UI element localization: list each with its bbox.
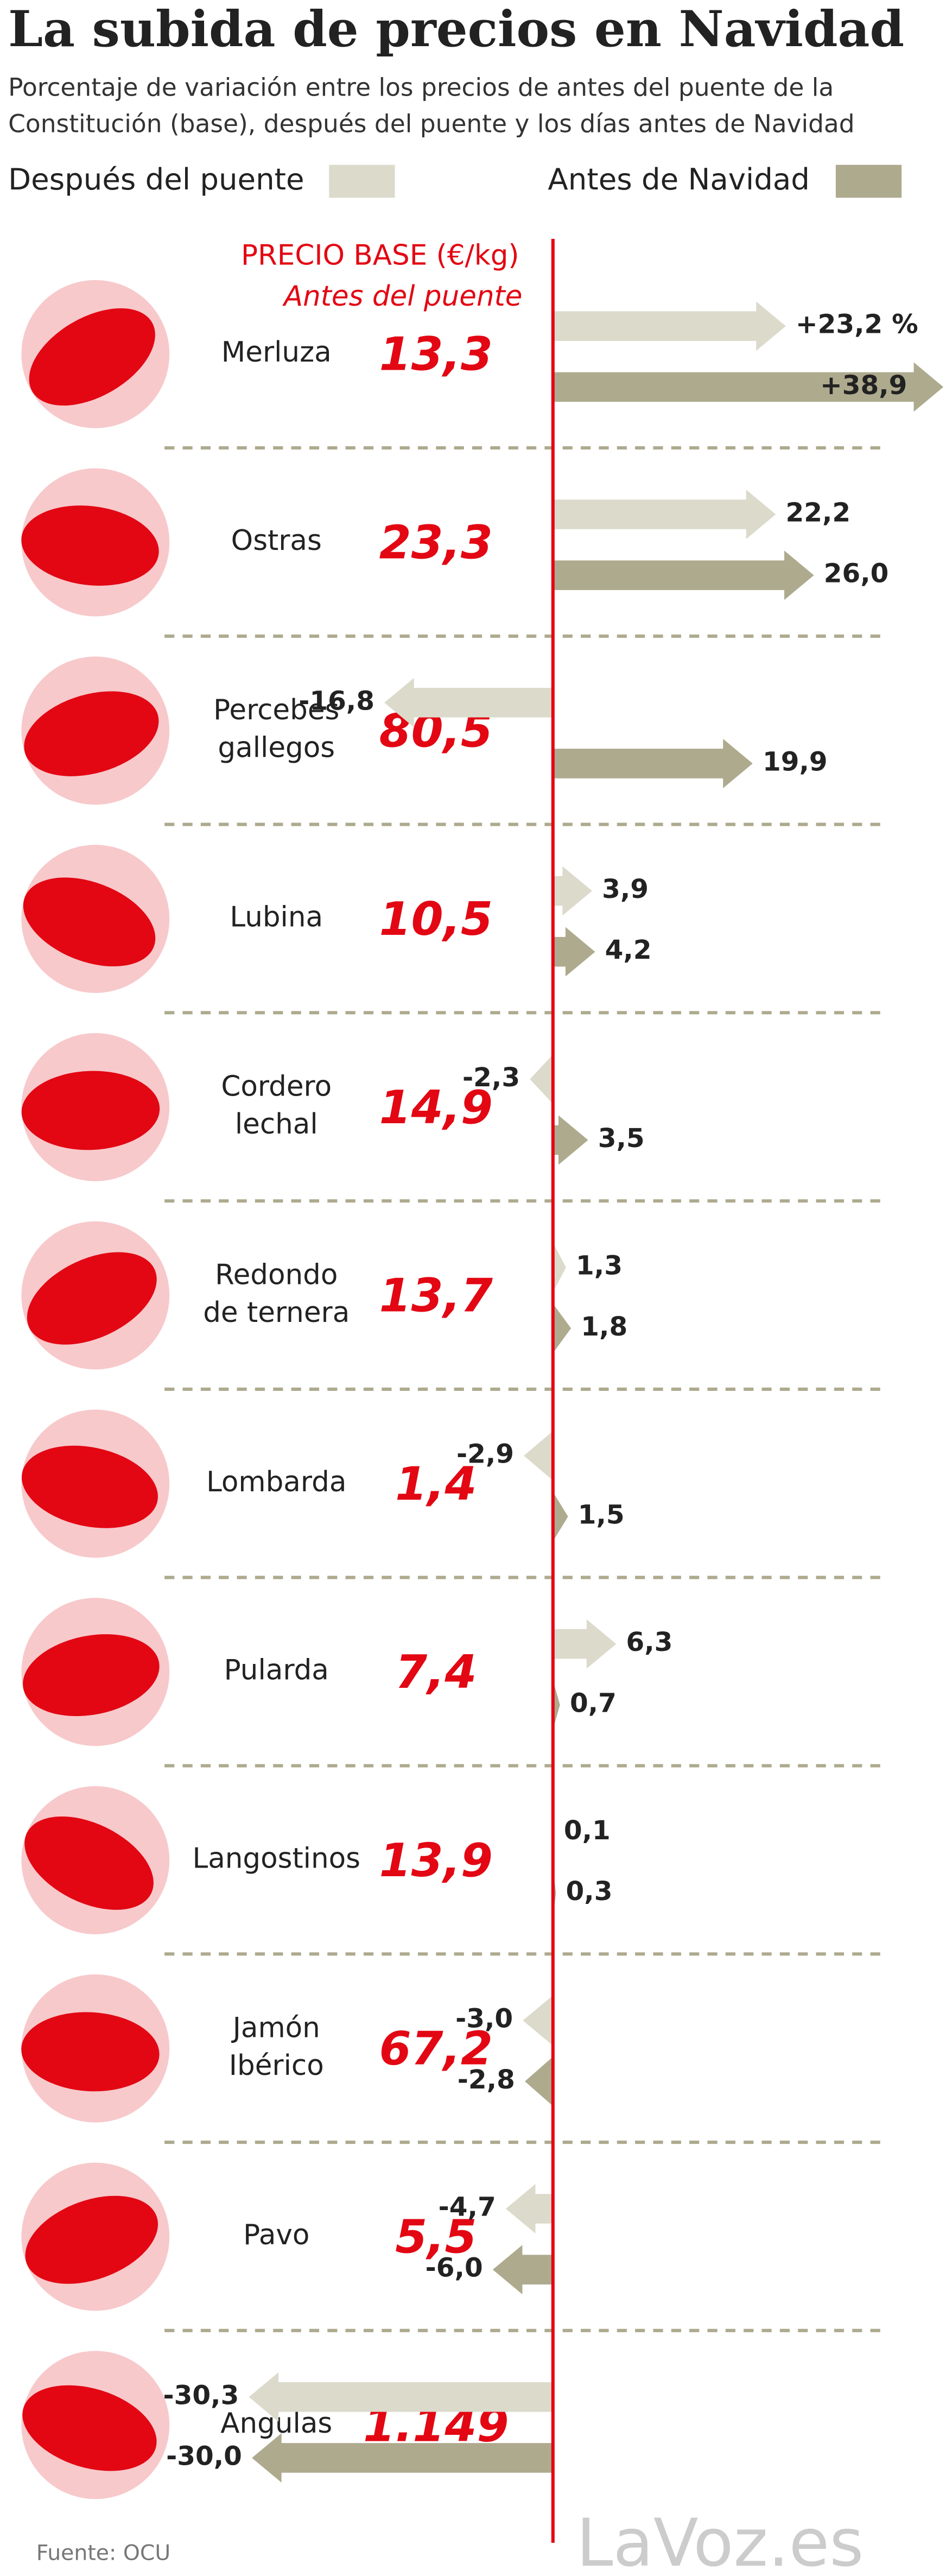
base-price: 13,3 [379,328,493,382]
legend-swatch [835,164,902,198]
arrow-bar [525,2056,553,2106]
arrow-bar [505,2184,553,2233]
value-label: 1,8 [581,1312,627,1342]
arrow-bar [553,927,595,977]
chart-title: La subida de precios en Navidad [8,1,904,58]
value-label: 3,9 [602,874,649,904]
category-label: Ibérico [229,2049,324,2082]
category-label: Lubina [230,901,323,934]
watermark: LaVoz.es [576,2504,864,2576]
value-label: -3,0 [455,2004,513,2034]
icon [23,1634,160,1717]
arrow-bar [553,362,944,412]
arrow-bar [524,1431,553,1480]
arrow-bar [530,1054,553,1104]
category-label: de ternera [203,1296,350,1329]
arrow-bar [252,2433,553,2483]
category-label: Merluza [221,336,332,369]
value-label: -30,0 [166,2441,242,2471]
icon [22,1445,158,1528]
category-label: Ostras [231,524,322,557]
base-price: 13,9 [379,1834,493,1888]
legend-label: Después del puente [8,162,304,197]
base-price: 10,5 [379,893,493,946]
arrow-bar [492,2245,553,2295]
source: Fuente: OCU [36,2541,170,2566]
icon [23,877,156,967]
icon [27,1252,157,1345]
value-label: 1,3 [576,1251,623,1281]
value-label: +23,2 % [796,309,918,340]
subtitle: Constitución (base), después del puente … [8,109,854,138]
value-label: 1,5 [578,1500,625,1530]
base-label: PRECIO BASE (€/kg) [241,239,519,271]
value-label: 4,2 [605,935,652,965]
base-sublabel: Antes del puente [282,280,523,313]
arrow-bar [553,1619,617,1669]
base-price: 14,9 [379,1081,493,1135]
icon [21,1071,160,1150]
value-label: 0,3 [566,1876,613,1907]
subtitle: Porcentaje de variación entre los precio… [8,73,834,102]
value-label: -4,7 [439,2192,496,2223]
legend-label: Antes de Navidad [548,162,809,197]
category-label: Jamón [231,2011,320,2044]
category-label: Lombarda [206,1466,346,1498]
legend-swatch [329,164,395,198]
arrow-bar [553,490,776,539]
value-label: 0,1 [564,1815,611,1846]
icon [21,505,159,586]
icon [22,2385,157,2471]
category-label: gallegos [218,732,335,764]
value-label: -6,0 [426,2253,483,2283]
base-price: 1,4 [395,1457,477,1511]
arrow-bar [384,678,553,727]
arrow-bar [249,2372,553,2422]
category-label: Redondo [215,1258,338,1291]
arrow-bar [553,866,592,916]
value-label: 6,3 [626,1627,673,1657]
value-label: -2,8 [458,2065,515,2095]
value-label: 22,2 [786,497,851,528]
value-label: -2,3 [462,1062,520,1093]
arrow-bar [553,1680,560,1730]
icon [24,691,159,776]
base-price: 67,2 [379,2022,493,2076]
base-price: 7,4 [395,1645,477,1699]
arrow-bar [553,1492,568,1542]
arrow-bar [553,1303,572,1353]
value-label: 19,9 [763,746,828,777]
category-label: Percebes [213,694,339,726]
value-label: 0,7 [570,1688,617,1718]
value-label: -16,8 [299,686,374,716]
value-label: -30,3 [163,2380,239,2410]
arrow-bar [553,738,753,788]
arrow-bar [553,1115,588,1165]
category-label: Langostinos [193,1842,361,1875]
category-label: Pularda [224,1654,329,1687]
category-label: lechal [235,1108,318,1141]
value-label: -2,9 [456,1439,514,1469]
value-label: 26,0 [824,559,889,589]
arrow-bar [523,1996,553,2046]
category-label: Cordero [221,1070,332,1103]
icon [29,308,155,406]
arrow-bar [553,550,814,600]
category-label: Pavo [243,2219,309,2251]
icon [21,2012,160,2092]
icon [24,1816,154,1910]
arrow-bar [553,1243,566,1293]
arrow-bar [553,301,786,351]
value-label: 3,5 [598,1123,645,1154]
icon [25,2195,158,2284]
base-price: 23,3 [379,516,493,570]
value-label: +38,9 [820,370,907,401]
base-price: 5,5 [395,2211,477,2264]
base-price: 13,7 [379,1269,493,1323]
